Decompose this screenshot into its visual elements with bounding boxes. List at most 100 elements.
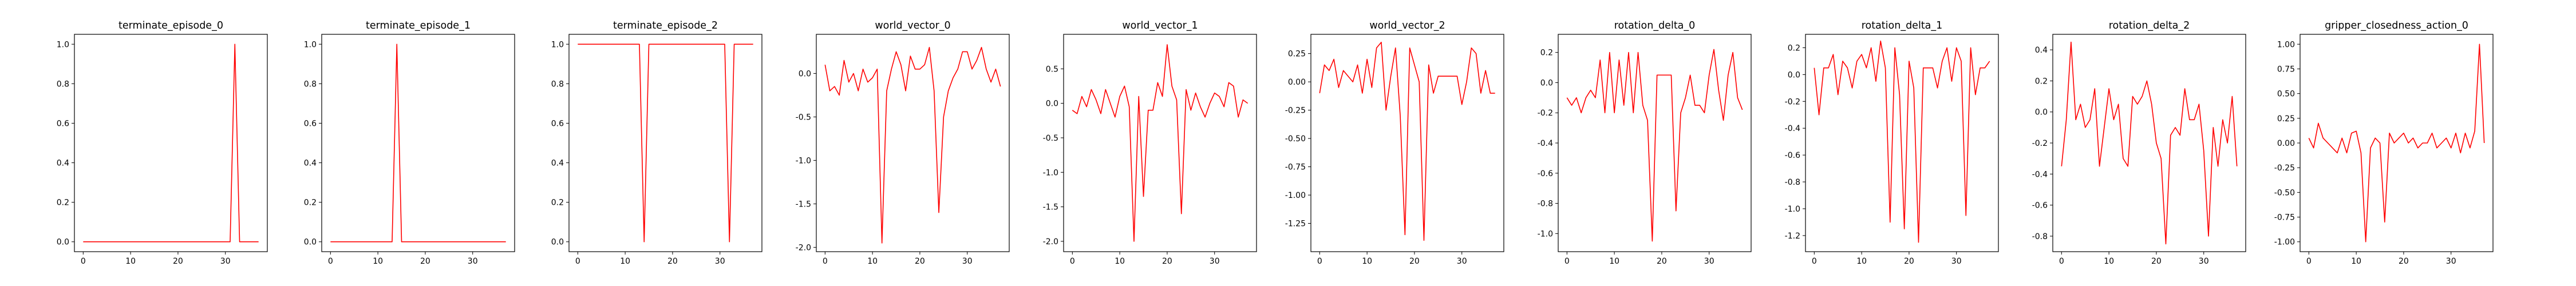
x-tick-label: 30 <box>2446 257 2456 266</box>
plot-frame <box>568 34 762 252</box>
y-tick-label: 0.0 <box>2035 108 2048 117</box>
x-tick-label: 30 <box>1704 257 1714 266</box>
x-tick-label: 20 <box>1409 257 1420 266</box>
y-tick-label: -0.4 <box>1785 124 1800 133</box>
y-tick-label: 1.00 <box>2277 40 2295 49</box>
y-tick-label: 0.0 <box>1046 100 1058 109</box>
y-tick-label: 1.0 <box>57 40 69 49</box>
subplot-rotation-delta-0: rotation_delta_0 0 10 20 30 -1.0 -0.8 -0.6 -0.4 -… <box>1538 20 1752 266</box>
y-tick-label: -1.25 <box>1285 220 1306 229</box>
plot-frame <box>2052 34 2246 252</box>
y-tick-label: -1.5 <box>1043 203 1058 212</box>
chart-title: rotation_delta_0 <box>1614 20 1696 31</box>
y-tick-label: -1.00 <box>2274 238 2295 247</box>
x-tick-label: 10 <box>125 257 136 266</box>
series-line <box>1814 40 1990 243</box>
y-tick-label: 0.0 <box>57 238 69 247</box>
y-tick-label: 0.4 <box>2035 46 2048 55</box>
series-line <box>578 43 753 243</box>
x-tick-label: 20 <box>1904 257 1914 266</box>
x-tick-label: 20 <box>1657 257 1667 266</box>
series-line <box>1566 49 1743 242</box>
x-tick-label: 20 <box>173 257 183 266</box>
y-tick-label: 0.2 <box>1788 43 1800 53</box>
x-tick-label: 20 <box>2151 257 2162 266</box>
y-tick-label: 0.2 <box>57 198 69 208</box>
y-tick-label: 0.0 <box>1788 70 1800 80</box>
y-tick-label: -1.5 <box>796 200 811 209</box>
plot-frame <box>2300 34 2494 252</box>
series-line <box>824 47 1001 244</box>
y-tick-label: -0.6 <box>2032 201 2048 210</box>
y-tick-label: -0.50 <box>2274 188 2295 197</box>
y-tick-label: 0.6 <box>551 119 564 128</box>
x-tick-label: 10 <box>1856 257 1867 266</box>
plot-frame <box>1805 34 1999 252</box>
y-tick-label: 0.25 <box>2277 114 2295 124</box>
y-tick-label: 0.2 <box>2035 77 2048 86</box>
y-tick-label: 0.4 <box>304 159 317 168</box>
y-tick-label: -0.2 <box>1785 97 1800 106</box>
series-line <box>1072 44 1249 242</box>
y-tick-label: 1.0 <box>551 40 564 49</box>
x-tick-label: 10 <box>620 257 630 266</box>
x-tick-label: 20 <box>1162 257 1172 266</box>
y-tick-label: 0.0 <box>551 238 564 247</box>
subplot-world-vector-2: world_vector_2 0 10 20 30 -1.25 -1.00 -0.75 -0.5… <box>1285 20 1504 266</box>
y-tick-label: 0.4 <box>551 159 564 168</box>
y-tick-label: -0.2 <box>2032 139 2048 148</box>
chart-title: world_vector_2 <box>1369 20 1445 31</box>
subplot-terminate-episode-2: terminate_episode_2 0 10 20 30 0.0 0.2 0.4 0.6 0.… <box>551 20 762 266</box>
x-tick-label: 0 <box>1812 257 1817 266</box>
x-tick-label: 0 <box>2306 257 2312 266</box>
y-tick-label: -0.8 <box>2032 232 2048 241</box>
x-tick-label: 0 <box>575 257 580 266</box>
y-tick-label: 0.2 <box>551 198 564 208</box>
x-tick-label: 0 <box>81 257 86 266</box>
y-tick-label: -1.00 <box>1285 191 1306 200</box>
series-line <box>2308 43 2485 243</box>
y-tick-label: 0.50 <box>2277 90 2295 99</box>
y-tick-label: 0.2 <box>304 198 317 208</box>
x-tick-label: 0 <box>1564 257 1570 266</box>
y-tick-label: 0.4 <box>57 159 69 168</box>
y-tick-label: 0.2 <box>1540 49 1553 58</box>
x-tick-label: 20 <box>420 257 430 266</box>
y-tick-label: 0.0 <box>799 69 811 78</box>
x-tick-label: 30 <box>2199 257 2209 266</box>
y-tick-label: -1.0 <box>796 156 811 165</box>
subplot-terminate-episode-0: terminate_episode_0 0 10 20 30 0.0 0.2 0.4 0.6 0.… <box>57 20 268 266</box>
plot-frame <box>1310 34 1504 252</box>
series-line <box>2061 41 2238 245</box>
x-tick-label: 10 <box>1115 257 1125 266</box>
y-tick-label: 0.0 <box>1540 78 1553 88</box>
y-tick-label: -0.2 <box>1538 109 1553 118</box>
y-tick-label: -1.0 <box>1785 205 1800 214</box>
subplot-world-vector-0: world_vector_0 0 10 20 30 -2.0 -1.5 -1.0 -0.5 0.0 <box>796 20 1010 266</box>
chart-title: world_vector_0 <box>875 20 950 31</box>
chart-title: rotation_delta_1 <box>1862 20 1943 31</box>
y-tick-label: 0.00 <box>1288 78 1306 87</box>
y-tick-label: 0.25 <box>1288 50 1306 59</box>
subplot-rotation-delta-2: rotation_delta_2 0 10 20 30 -0.8 -0.6 -0.4 -0.2 0… <box>2032 20 2246 266</box>
subplot-world-vector-1: world_vector_1 0 10 20 30 -2.0 -1.5 -1.0 -0.5 0.0… <box>1043 20 1257 266</box>
y-tick-label: -0.6 <box>1538 169 1553 178</box>
x-tick-label: 30 <box>715 257 725 266</box>
y-tick-label: -0.5 <box>1043 134 1058 143</box>
x-tick-label: 10 <box>2104 257 2114 266</box>
y-tick-label: -2.0 <box>1043 237 1058 247</box>
x-tick-label: 30 <box>1210 257 1220 266</box>
chart-title: terminate_episode_0 <box>118 20 223 31</box>
plot-frame <box>321 34 515 252</box>
plot-frame <box>1063 34 1257 252</box>
y-tick-label: 0.6 <box>304 119 317 128</box>
y-tick-label: 0.0 <box>304 238 317 247</box>
y-tick-label: 0.6 <box>57 119 69 128</box>
chart-title: rotation_delta_2 <box>2109 20 2190 31</box>
y-tick-label: 0.00 <box>2277 139 2295 148</box>
y-tick-label: -0.4 <box>1538 139 1553 148</box>
chart-title: terminate_episode_1 <box>366 20 471 31</box>
x-tick-label: 0 <box>823 257 828 266</box>
plot-frame <box>74 34 268 252</box>
plot-frame <box>816 34 1010 252</box>
